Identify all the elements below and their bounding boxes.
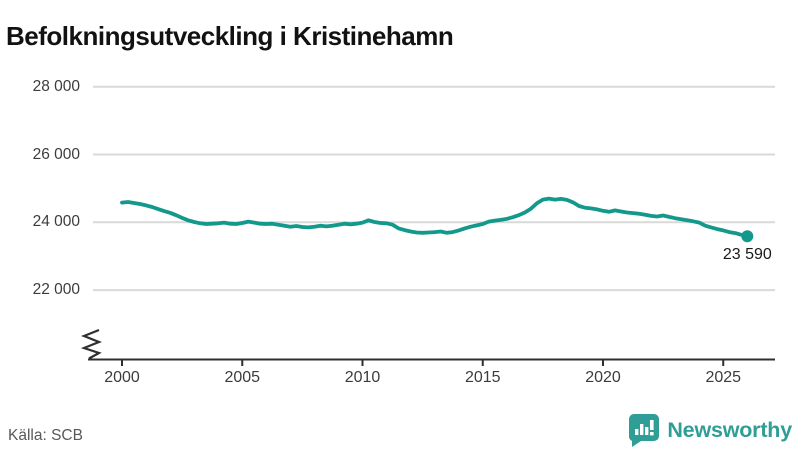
newsworthy-logo[interactable]: Newsworthy — [627, 412, 792, 448]
end-value-label: 23 590 — [722, 246, 772, 264]
y-tick-label: 26 000 — [32, 145, 80, 163]
brand-name: Newsworthy — [667, 417, 792, 442]
newsworthy-bubble-chart-icon — [627, 413, 660, 448]
x-tick-label: 2020 — [585, 369, 621, 386]
population-line — [120, 196, 750, 239]
page-title: Befolkningsutveckling i Kristinehamn — [6, 21, 454, 52]
x-tick-label: 2015 — [464, 369, 501, 386]
x-tick-label: 2010 — [344, 369, 381, 386]
x-tick-label: 2005 — [224, 369, 261, 386]
y-tick-label: 24 000 — [32, 213, 80, 231]
y-tick-label: 28 000 — [32, 77, 80, 95]
y-tick-label: 22 000 — [32, 281, 80, 299]
x-tick-label: 2025 — [705, 369, 742, 386]
axis-break-icon — [80, 328, 102, 360]
x-tick-label: 2000 — [104, 369, 140, 386]
last-point-marker — [741, 230, 754, 243]
source-note: Källa: SCB — [8, 427, 83, 444]
